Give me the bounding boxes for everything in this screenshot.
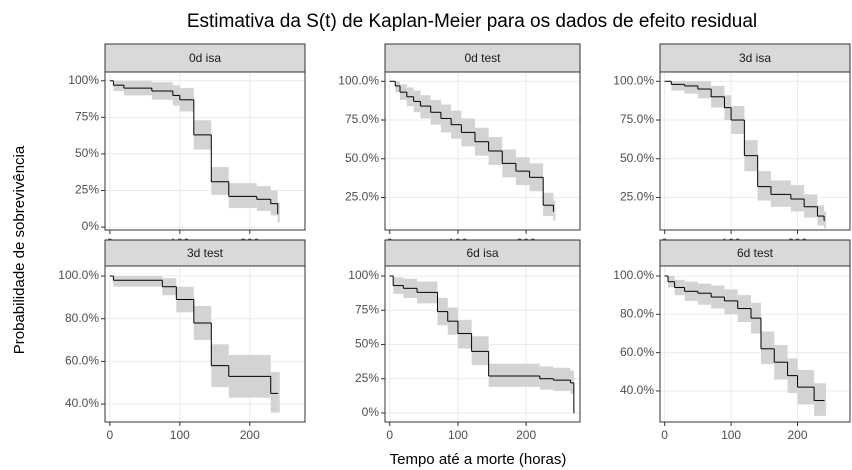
- y-tick-label: 0%: [82, 219, 100, 233]
- y-tick-label: 25.0%: [620, 190, 654, 204]
- confidence-band: [113, 276, 163, 287]
- confidence-band: [277, 202, 280, 223]
- confidence-band: [824, 383, 827, 416]
- panel-title: 0d test: [464, 51, 501, 65]
- confidence-band: [420, 95, 431, 119]
- confidence-band: [724, 289, 738, 315]
- x-tick-label: 100: [448, 428, 468, 442]
- confidence-band: [697, 283, 712, 305]
- x-tick-label: 0: [386, 428, 393, 442]
- confidence-band: [790, 185, 805, 212]
- x-tick-label: 100: [170, 428, 190, 442]
- confidence-band: [395, 81, 400, 93]
- panel-strip: [104, 239, 306, 267]
- y-tick-label: 100.0%: [613, 268, 654, 282]
- x-tick-label: 0: [107, 428, 114, 442]
- panel-strip: [104, 43, 306, 73]
- y-tick-label: 80.0%: [65, 311, 99, 325]
- y-tick-label: 0%: [362, 405, 380, 419]
- y-axis-label: Probabilidade de sobrevivência: [11, 145, 28, 354]
- y-tick-label: 50.0%: [345, 151, 379, 165]
- panel-border: [384, 265, 581, 423]
- panel-title: 0d isa: [189, 51, 221, 65]
- panel-border: [659, 71, 851, 231]
- confidence-band: [256, 186, 271, 211]
- panel-title: 6d test: [737, 246, 774, 260]
- y-tick-label: 80.0%: [620, 306, 654, 320]
- confidence-band: [684, 81, 698, 94]
- y-tick-label: 75.0%: [345, 112, 379, 126]
- y-tick-label: 60.0%: [620, 345, 654, 359]
- panel-border: [659, 265, 851, 423]
- confidence-band: [553, 367, 571, 392]
- panel-strip: [659, 43, 851, 73]
- y-tick-label: 75%: [355, 302, 379, 316]
- confidence-band: [270, 190, 278, 216]
- confidence-band: [570, 370, 574, 394]
- x-tick-label: 100: [721, 428, 741, 442]
- x-tick-label: 200: [240, 428, 260, 442]
- y-tick-label: 40.0%: [65, 396, 99, 410]
- y-tick-label: 100%: [68, 73, 99, 87]
- confidence-band: [113, 80, 124, 92]
- y-tick-label: 25%: [355, 371, 379, 385]
- panel-strip: [384, 239, 581, 267]
- y-tick-label: 40.0%: [620, 383, 654, 397]
- panel-title: 3d test: [187, 246, 224, 260]
- confidence-band: [539, 366, 554, 390]
- confidence-band: [757, 171, 771, 201]
- confidence-band: [824, 211, 827, 229]
- y-tick-label: 100.0%: [613, 73, 654, 87]
- confidence-band: [211, 167, 229, 195]
- panel-border: [104, 265, 306, 423]
- chart-title: Estimativa da S(t) de Kaplan-Meier para …: [187, 11, 757, 32]
- confidence-band: [817, 205, 825, 226]
- confidence-band: [543, 192, 554, 217]
- panel-border: [104, 71, 306, 231]
- panel-border: [384, 71, 581, 231]
- x-tick-label: 200: [516, 428, 536, 442]
- y-tick-label: 75.0%: [620, 112, 654, 126]
- panel-title: 3d isa: [739, 51, 771, 65]
- confidence-band: [770, 180, 791, 207]
- panel-strip: [659, 239, 851, 267]
- confidence-band: [814, 383, 825, 416]
- confidence-band: [697, 81, 712, 99]
- x-axis-label: Tempo até a morte (horas): [390, 451, 567, 468]
- confidence-band: [488, 363, 540, 387]
- y-tick-label: 50%: [75, 146, 99, 160]
- y-tick-label: 100%: [348, 268, 379, 282]
- y-tick-label: 50.0%: [620, 151, 654, 165]
- confidence-band: [228, 183, 257, 209]
- x-tick-label: 0: [661, 428, 668, 442]
- confidence-band: [804, 194, 818, 218]
- confidence-band: [671, 81, 685, 91]
- y-tick-label: 100.0%: [338, 73, 379, 87]
- confidence-band: [277, 372, 280, 413]
- confidence-band: [553, 200, 556, 221]
- confidence-band: [471, 336, 489, 366]
- confidence-band: [457, 319, 472, 349]
- x-tick-label: 200: [788, 428, 808, 442]
- panel-title: 6d isa: [466, 246, 498, 260]
- y-tick-label: 60.0%: [65, 354, 99, 368]
- y-tick-label: 50%: [355, 337, 379, 351]
- panel-strip: [384, 43, 581, 73]
- y-tick-label: 75%: [75, 110, 99, 124]
- y-tick-label: 25.0%: [345, 190, 379, 204]
- confidence-band: [760, 331, 775, 365]
- confidence-band: [270, 372, 278, 413]
- y-tick-label: 25%: [75, 183, 99, 197]
- y-tick-label: 100.0%: [58, 268, 99, 282]
